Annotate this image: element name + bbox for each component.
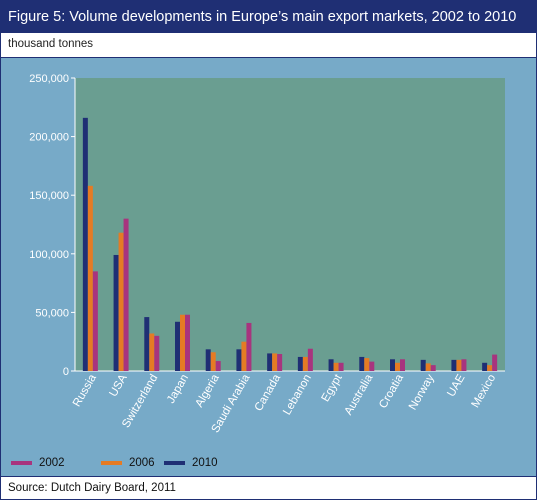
- x-tick-label-algeria: Algeria: [194, 372, 223, 410]
- x-tick-label-australia: Australia: [343, 372, 376, 417]
- legend-swatch-2010: [164, 461, 185, 465]
- bar-egypt-2002: [338, 362, 344, 371]
- bar-egypt-2006: [333, 362, 339, 371]
- bar-japan-2006: [180, 314, 185, 371]
- x-tick-label-norway: Norway: [407, 372, 437, 412]
- source-divider: [1, 476, 536, 477]
- bar-mexico-2002: [492, 354, 498, 371]
- legend-label-2006: 2006: [129, 457, 155, 469]
- x-tick-label-uae: UAE: [445, 372, 467, 399]
- bar-russia-2010: [82, 117, 88, 372]
- bar-croatia-2010: [390, 359, 395, 371]
- bar-mexico-2006: [487, 365, 493, 371]
- bar-algeria-2010: [205, 349, 211, 371]
- x-tick-label-croatia: Croatia: [377, 372, 406, 411]
- bar-japan-2010: [175, 321, 180, 371]
- bar-algeria-2006: [210, 352, 216, 371]
- bar-norway-2006: [425, 363, 431, 371]
- y-tick-label: 0: [63, 366, 69, 378]
- bar-saudi-arabia-2006: [241, 341, 247, 371]
- bar-australia-2002: [369, 361, 375, 371]
- plot-area: [75, 78, 505, 371]
- bar-switzerland-2002: [154, 335, 160, 371]
- x-tick-label-usa: USA: [107, 372, 129, 399]
- bar-switzerland-2006: [149, 333, 155, 371]
- figure-title: Figure 5: Volume developments in Europe’…: [1, 1, 536, 33]
- x-tick-label-mexico: Mexico: [470, 372, 499, 410]
- y-tick-label: 50,000: [35, 307, 69, 319]
- x-tick-label-lebanon: Lebanon: [281, 373, 314, 418]
- bar-usa-2006: [118, 232, 124, 371]
- bar-uae-2006: [456, 359, 462, 371]
- bar-norway-2002: [430, 365, 436, 371]
- bar-chart: 0 50,000 100,000 150,000 200,000 250,000 Russ…: [29, 73, 505, 435]
- bar-usa-2002: [123, 218, 129, 371]
- legend-swatch-2006: [101, 461, 122, 465]
- bar-canada-2010: [267, 353, 273, 371]
- x-tick-label-canada: Canada: [253, 372, 284, 413]
- bar-switzerland-2010: [144, 317, 150, 371]
- bar-mexico-2010: [482, 362, 488, 371]
- unit-label: thousand tonnes: [8, 38, 94, 50]
- legend-label-2010: 2010: [192, 457, 218, 469]
- bar-canada-2002: [277, 354, 283, 371]
- bar-canada-2006: [272, 353, 278, 371]
- x-tick-label-russia: Russia: [71, 372, 99, 409]
- source-note: Source: Dutch Dairy Board, 2011: [8, 482, 176, 494]
- bar-lebanon-2010: [297, 356, 303, 371]
- y-tick-label: 100,000: [29, 249, 69, 261]
- bar-saudi-arabia-2002: [246, 322, 252, 371]
- x-tick-label-egypt: Egypt: [320, 372, 345, 404]
- y-tick-label: 250,000: [29, 73, 69, 85]
- bar-lebanon-2002: [307, 348, 313, 371]
- bar-saudi-arabia-2010: [236, 349, 242, 371]
- bar-croatia-2002: [400, 359, 405, 371]
- x-tick-label-japan: Japan: [165, 373, 191, 406]
- bar-usa-2010: [113, 254, 119, 371]
- bar-russia-2002: [92, 271, 98, 371]
- bar-uae-2002: [461, 359, 467, 371]
- y-tick-label: 200,000: [29, 132, 69, 144]
- bar-norway-2010: [420, 359, 426, 371]
- bar-russia-2006: [87, 185, 93, 371]
- bar-australia-2006: [364, 358, 370, 371]
- bar-uae-2010: [451, 359, 457, 371]
- bar-egypt-2010: [328, 359, 334, 371]
- bar-japan-2002: [185, 314, 190, 371]
- bar-algeria-2002: [215, 361, 221, 371]
- y-tick-label: 150,000: [29, 190, 69, 202]
- legend: 2002 2006 2010: [1, 450, 536, 476]
- bar-lebanon-2006: [302, 356, 308, 371]
- unit-divider: [1, 57, 536, 58]
- legend-swatch-2002: [11, 461, 32, 465]
- legend-label-2002: 2002: [39, 457, 65, 469]
- bar-australia-2010: [359, 356, 365, 371]
- bar-croatia-2006: [395, 362, 400, 371]
